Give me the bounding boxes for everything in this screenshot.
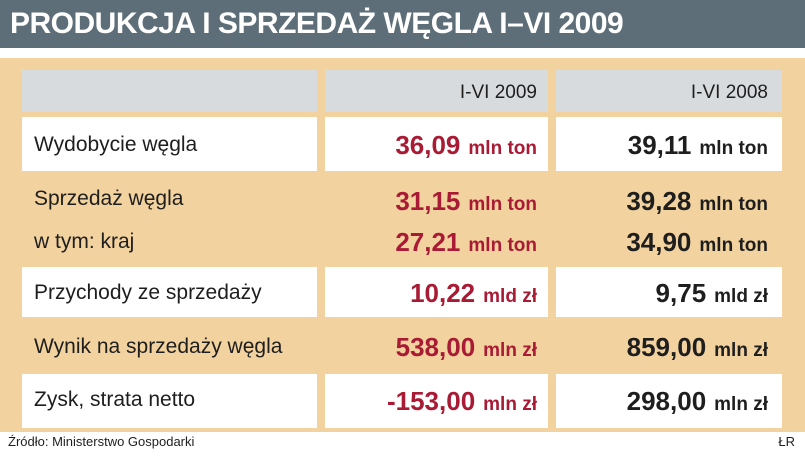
header-cell-2009 xyxy=(325,70,548,112)
column-header-2009: I-VI 2009 xyxy=(459,82,537,103)
row-bg xyxy=(556,267,782,317)
title-bar: PRODUKCJA I SPRZEDAŻ WĘGLA I–VI 2009 xyxy=(0,0,805,48)
header-cell-label xyxy=(22,70,317,112)
row-label-zysk: Zysk, strata netto xyxy=(34,388,196,411)
value-kraj-2008: 34,90 mln ton xyxy=(626,227,768,257)
row-label-kraj: w tym: kraj xyxy=(34,230,135,253)
page-title: PRODUKCJA I SPRZEDAŻ WĘGLA I–VI 2009 xyxy=(10,7,624,40)
row-bg xyxy=(556,374,782,428)
column-header-2008: I-VI 2008 xyxy=(690,82,768,103)
row-label-wydobycie: Wydobycie węgla xyxy=(34,133,198,156)
row-bg xyxy=(22,117,317,171)
value-zysk-2009: -153,00 mln zł xyxy=(386,386,537,416)
value-wydobycie-2008: 39,11 mln ton xyxy=(627,130,768,160)
row-label-wynik: Wynik na sprzedaży węgla xyxy=(34,335,283,358)
row-bg xyxy=(556,117,782,171)
value-przychody-2009: 10,22 mld zł xyxy=(410,278,537,308)
value-przychody-2008: 9,75 mld zł xyxy=(655,278,768,308)
row-label-sprzedaz: Sprzedaż węgla xyxy=(34,187,184,210)
header-cell-2008 xyxy=(556,70,782,112)
row-bg xyxy=(325,374,548,428)
row-label-przychody: Przychody ze sprzedaży xyxy=(34,281,262,304)
row-bg xyxy=(325,267,548,317)
value-wydobycie-2009: 36,09 mln ton xyxy=(395,130,537,160)
value-zysk-2008: 298,00 mln zł xyxy=(626,386,768,416)
row-bg xyxy=(325,117,548,171)
value-sprzedaz-2008: 39,28 mln ton xyxy=(626,186,768,216)
value-sprzedaz-2009: 31,15 mln ton xyxy=(395,186,537,216)
value-wynik-2009: 538,00 mln zł xyxy=(395,332,537,362)
row-bg xyxy=(22,267,317,317)
row-bg xyxy=(22,374,317,428)
value-wynik-2008: 859,00 mln zł xyxy=(626,332,768,362)
source-note: Źródło: Ministerstwo Gospodarki xyxy=(8,434,195,449)
value-kraj-2009: 27,21 mln ton xyxy=(395,227,537,257)
credit-note: ŁR xyxy=(778,434,795,449)
